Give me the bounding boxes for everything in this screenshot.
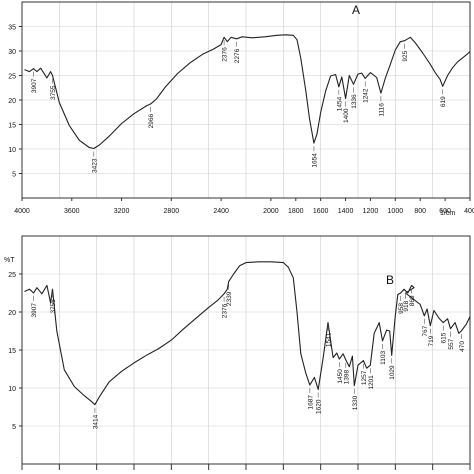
peak-label: 1654 [311, 153, 318, 168]
peak-label: 925 [402, 50, 409, 61]
peak-label: 1620 [316, 399, 323, 414]
peak-label: 2376 [222, 303, 229, 318]
peak-label: 3755 [50, 85, 57, 100]
peak-label: 1454 [336, 96, 343, 111]
x-tick-label: 1600 [313, 208, 329, 215]
x-tick-label: 3600 [64, 208, 80, 215]
peak-label: 767 [422, 325, 429, 336]
peak-label: 3755 [50, 299, 57, 314]
y-axis-label: %T [4, 257, 15, 264]
spectrum-line [24, 261, 471, 406]
x-tick-label: 1200 [363, 208, 379, 215]
peak-label: 1398 [343, 370, 350, 385]
y-tick-label: 20 [8, 98, 16, 105]
peak-label: 958 [398, 303, 405, 314]
y-tick-label: 5 [12, 172, 16, 179]
peak-label: 2339 [226, 291, 233, 306]
x-tick-label: 2800 [164, 208, 180, 215]
peak-label: 2966 [148, 114, 155, 129]
peak-label: 1687 [307, 395, 314, 410]
peak-label: 2376 [222, 47, 229, 62]
panel-a: 5 10 15 20 25 30 35 4000 3600 3200 2800 2400 2000 180… [8, 1, 474, 217]
y-tick-label: 30 [8, 49, 16, 56]
peak-label: 3423 [91, 158, 98, 173]
y-tick-label: 10 [8, 147, 16, 154]
peak-label: 619 [440, 96, 447, 107]
peak-label: 1103 [380, 351, 387, 365]
x-tick-label: 1000 [388, 208, 404, 215]
x-tick-label: 1400 [338, 208, 354, 215]
y-tick-label: 25 [8, 74, 16, 81]
peak-label: 2276 [234, 48, 241, 63]
y-tick-label: 35 [8, 25, 16, 32]
peak-label: 470 [459, 341, 466, 352]
x-tick-label: 4000 [14, 208, 30, 215]
peak-label: 1201 [368, 375, 375, 390]
x-tick-label: 400 [464, 208, 474, 215]
peak-label: 918 [403, 300, 410, 311]
x-tick-label: 800 [414, 208, 426, 215]
y-tick-label: 10 [8, 386, 16, 393]
x-tick-label: 600 [439, 208, 451, 215]
y-tick-label: 15 [8, 348, 16, 355]
panel-label: B [386, 273, 394, 287]
peak-label: 1330 [352, 395, 359, 410]
x-tick-label: 1800 [288, 208, 304, 215]
y-tick-label: 5 [12, 424, 16, 431]
peak-label: 1450 [337, 369, 344, 384]
x-axis-label: 1/cm [440, 210, 455, 217]
peak-label: 615 [441, 332, 448, 343]
x-tick-label: 2000 [263, 208, 279, 215]
panel-label: A [352, 3, 360, 17]
x-tick-label: 2400 [213, 208, 229, 215]
peak-label: 557 [448, 338, 455, 349]
y-tick-label: 15 [8, 123, 16, 130]
grid [22, 2, 470, 198]
peak-label: 1242 [363, 88, 370, 103]
x-tick-label: 3200 [114, 208, 130, 215]
peak-label: 719 [428, 335, 435, 346]
peak-label: 1400 [343, 108, 350, 123]
peak-label: 3414 [92, 414, 99, 429]
peak-label: 1116 [378, 103, 385, 117]
spectrum-line [24, 34, 471, 150]
peak-label: 1029 [389, 365, 396, 380]
peak-label: 1541 [326, 332, 333, 347]
grid [22, 236, 470, 464]
peak-label: 3907 [31, 303, 38, 318]
peak-label: 1257 [361, 370, 368, 385]
peak-label: 869 [409, 295, 416, 306]
y-tick-label: 25 [8, 272, 16, 279]
peak-label: 3907 [31, 78, 38, 93]
y-tick-label: 20 [8, 310, 16, 317]
peak-label: 1336 [351, 94, 358, 109]
